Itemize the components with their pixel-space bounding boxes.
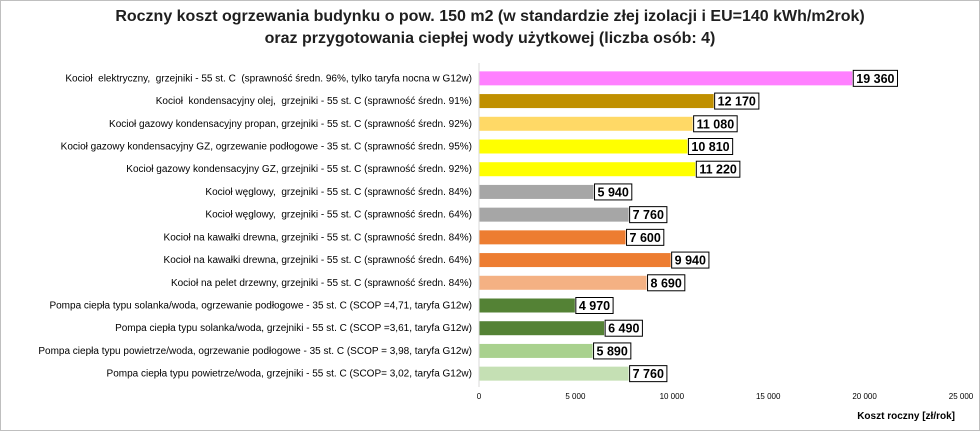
data-label: 19 360 (856, 72, 894, 86)
bar (479, 162, 696, 177)
data-label: 4 970 (579, 299, 610, 313)
x-axis-label: Koszt roczny [zł/rok] (857, 411, 955, 422)
data-label: 5 890 (597, 344, 628, 358)
data-label: 5 940 (598, 185, 629, 199)
category-label: Kocioł na kawałki drewna, grzejniki - 55… (164, 255, 472, 266)
data-label: 7 760 (633, 208, 664, 222)
bar (479, 343, 593, 358)
category-label: Kocioł kondensacyjny olej, grzejniki - 5… (156, 96, 472, 107)
data-label-box (626, 228, 665, 246)
data-label-box (647, 274, 686, 292)
bar (479, 207, 629, 222)
data-label-box (604, 319, 643, 337)
bar (479, 139, 688, 154)
data-label: 12 170 (718, 95, 756, 109)
x-tick-label: 5 000 (565, 392, 586, 401)
category-label: Kocioł na pelet drzewny, grzejniki - 55 … (171, 278, 472, 289)
bar (479, 321, 605, 336)
data-label: 10 810 (691, 140, 729, 154)
bar (479, 94, 714, 109)
bar (479, 71, 853, 86)
data-label-box (687, 138, 734, 155)
bar (479, 184, 594, 199)
bar (479, 275, 647, 290)
data-label: 8 690 (651, 276, 682, 290)
x-tick-label: 0 (477, 392, 482, 401)
data-label-box (594, 183, 633, 201)
data-label: 9 940 (675, 254, 706, 268)
category-label: Kocioł gazowy kondensacyjny propan, grze… (109, 119, 472, 130)
data-label-box (693, 115, 738, 133)
data-label-box (629, 206, 668, 224)
data-label: 6 490 (608, 322, 639, 336)
x-tick-label: 20 000 (852, 392, 877, 401)
data-label-box (575, 297, 614, 314)
data-label-box (695, 160, 741, 178)
category-label: Pompa ciepła typu solanka/woda, ogrzewan… (49, 301, 472, 312)
category-label: Kocioł elektryczny, grzejniki - 55 st. C… (65, 73, 472, 84)
data-label-box (852, 69, 898, 87)
category-label: Pompa ciepła typu powietrze/woda, grzejn… (107, 369, 472, 380)
category-label: Kocioł węglowy, grzejniki - 55 st. C (sp… (205, 210, 472, 221)
data-label: 7 600 (630, 231, 661, 245)
data-label: 7 760 (633, 367, 664, 381)
bar (479, 366, 629, 381)
bar (479, 230, 626, 245)
data-label: 11 220 (699, 163, 737, 177)
bar (479, 298, 575, 313)
x-tick-label: 15 000 (756, 392, 781, 401)
category-label: Pompa ciepła typu solanka/woda, grzejnik… (115, 323, 472, 334)
data-label-box (714, 92, 760, 110)
bar (479, 116, 693, 131)
x-tick-label: 10 000 (660, 392, 685, 401)
category-label: Pompa ciepła typu powietrze/woda, ogrzew… (38, 346, 472, 357)
data-label-box (593, 342, 632, 360)
data-label: 11 080 (697, 117, 735, 131)
category-label: Kocioł na kawałki drewna, grzejniki - 55… (164, 232, 472, 243)
data-label-box (629, 365, 668, 383)
bar (479, 253, 671, 268)
x-tick-label: 25 000 (949, 392, 974, 401)
chart-title-line-2: oraz przygotowania ciepłej wody użytkowe… (264, 30, 716, 47)
category-label: Kocioł węglowy, grzejniki - 55 st. C (sp… (205, 187, 472, 198)
data-label-box (671, 251, 710, 269)
category-label: Kocioł gazowy kondensacyjny GZ, grzejnik… (126, 164, 472, 175)
category-label: Kocioł gazowy kondensacyjny GZ, ogrzewan… (61, 142, 472, 153)
chart-title-line-1: Roczny koszt ogrzewania budynku o pow. 1… (115, 8, 865, 25)
